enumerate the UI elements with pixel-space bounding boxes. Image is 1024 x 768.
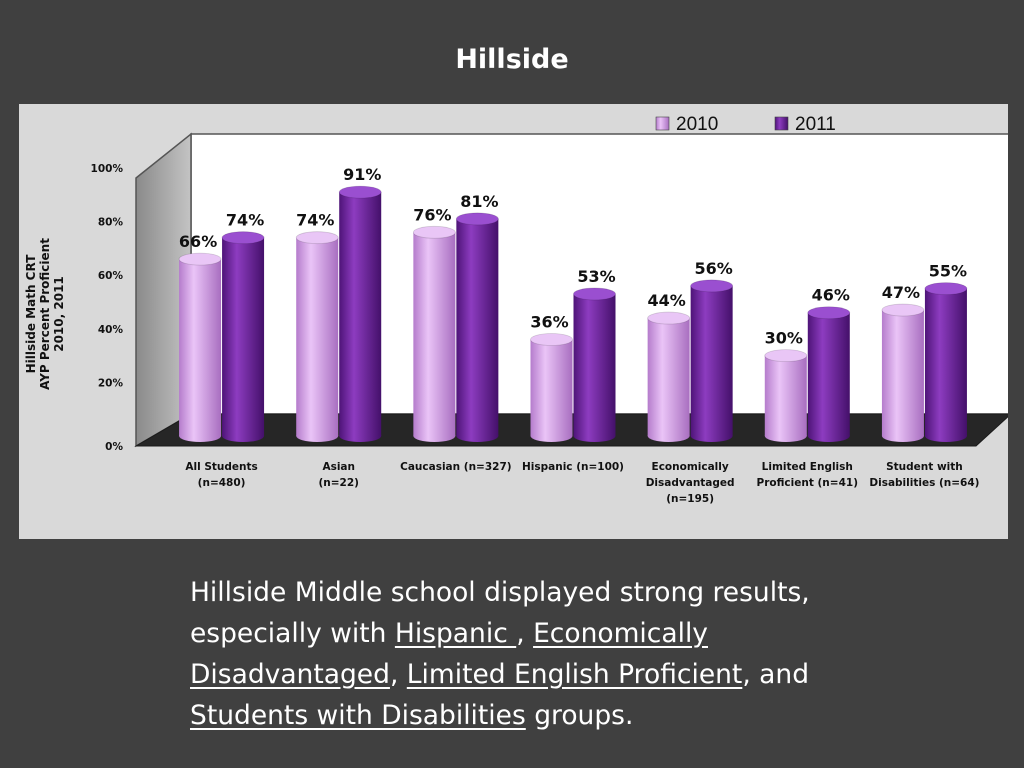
y-tick-label: 0% <box>105 441 123 453</box>
summary-part-3: , <box>389 659 407 690</box>
data-label: 81% <box>460 192 498 211</box>
legend-swatch-2011 <box>774 116 789 131</box>
legend-label-2011: 2011 <box>795 114 836 135</box>
summary-text: Hillside Middle school displayed strong … <box>190 572 910 736</box>
bar-2010-0 <box>178 252 222 442</box>
bar-2011-3 <box>573 287 616 442</box>
bar-2011-5 <box>807 306 851 442</box>
data-label: 91% <box>343 165 381 184</box>
legend-label-2010: 2010 <box>676 114 718 135</box>
summary-part-4: , and <box>742 659 810 690</box>
bar-2010-1 <box>295 231 339 442</box>
data-label: 47% <box>882 283 920 302</box>
x-tick-label: Hispanic (n=100) <box>522 461 624 473</box>
data-label: 30% <box>765 329 803 348</box>
bar-2010-2 <box>412 225 456 442</box>
x-tick-label: Economically Disadvantaged (n=195) <box>646 461 735 505</box>
data-label: 76% <box>413 205 451 224</box>
link-economically-disadvantaged[interactable]: Economically Disadvantaged <box>190 618 708 690</box>
bar-2010-4 <box>647 311 691 442</box>
y-axis-title: Hillside Math CRT <box>24 254 38 374</box>
bar-2011-6 <box>924 282 968 442</box>
y-tick-label: 40% <box>98 324 124 336</box>
data-label: 74% <box>226 211 264 230</box>
y-axis-title: AYP Percent Proficient <box>38 238 52 390</box>
bar-2011-1 <box>338 185 382 442</box>
bar-chart: 0% 20% 40% 60% 80% 100% 66% 74% 74% 91% 76% 81% 36%… <box>24 114 1008 505</box>
summary-part-5: groups. <box>525 700 634 731</box>
bar-2011-2 <box>455 212 499 442</box>
summary-part-1: Hillside Middle school displayed strong … <box>190 577 810 649</box>
data-label: 46% <box>812 286 850 305</box>
bar-2011-0 <box>221 231 265 442</box>
data-label: 36% <box>530 313 568 332</box>
x-tick-label: Student with Disabilities (n=64) <box>869 461 979 489</box>
chart-panel: 0% 20% 40% 60% 80% 100% 66% 74% 74% 91% 76% 81% 36%… <box>19 104 1008 539</box>
summary-part-2: , <box>516 618 534 649</box>
bar-2010-3 <box>530 333 573 442</box>
y-tick-label: 80% <box>98 217 124 229</box>
bar-2010-6 <box>881 303 925 442</box>
link-hispanic[interactable]: Hispanic <box>394 618 517 649</box>
data-label: 56% <box>694 259 732 278</box>
data-label: 44% <box>647 291 685 310</box>
slide-title: Hillside <box>455 44 569 75</box>
x-tick-label: Asian (n=22) <box>318 461 358 489</box>
x-tick-label: Caucasian (n=327) <box>400 461 511 473</box>
link-limited-english-proficient[interactable]: Limited English Proficient <box>406 659 743 690</box>
bar-2010-5 <box>764 349 808 442</box>
x-tick-label: Limited English Proficient (n=41) <box>757 461 858 489</box>
x-tick-label: All Students (n=480) <box>185 461 257 489</box>
data-label: 74% <box>296 211 334 230</box>
data-label: 66% <box>179 232 217 251</box>
y-tick-label: 100% <box>91 163 124 175</box>
y-tick-label: 60% <box>98 270 124 282</box>
data-label: 55% <box>929 262 967 281</box>
legend-swatch-2010 <box>655 116 670 131</box>
link-students-with-disabilities[interactable]: Students with Disabilities <box>190 700 526 731</box>
y-tick-label: 20% <box>98 377 124 389</box>
y-axis-title: 2010, 2011 <box>52 276 66 352</box>
bar-2011-4 <box>690 279 734 442</box>
data-label: 53% <box>577 267 615 286</box>
